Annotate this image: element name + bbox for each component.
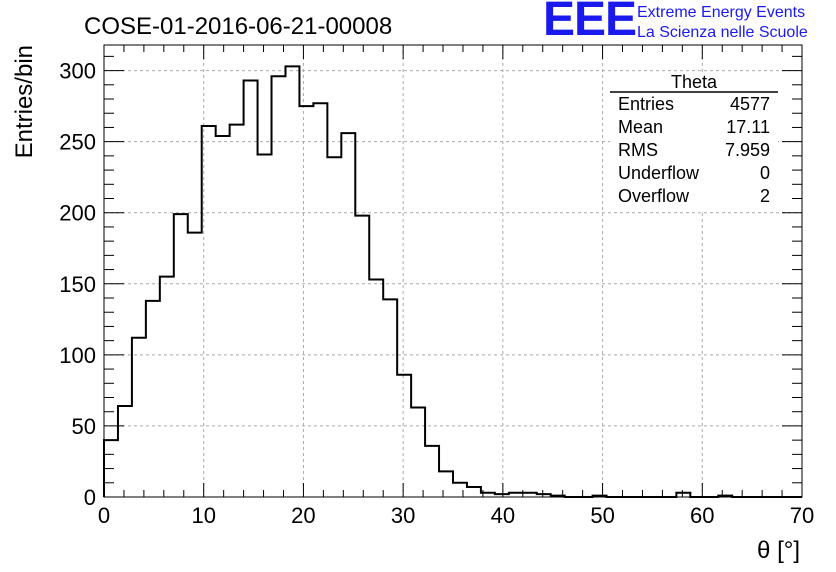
stats-row-value: 4577	[730, 94, 770, 114]
y-tick-label: 300	[59, 59, 96, 84]
grid-lines	[104, 45, 802, 497]
stats-row-label: Overflow	[618, 186, 690, 206]
x-tick-label: 40	[491, 503, 515, 528]
y-tick-labels: 0 50 100 150 200 250 300	[59, 59, 96, 510]
y-tick-label: 250	[59, 130, 96, 155]
stats-row-label: Underflow	[618, 163, 700, 183]
y-tick-label: 50	[72, 414, 96, 439]
stats-box-title: Theta	[671, 72, 718, 92]
logo-line-1: Extreme Energy Events	[637, 4, 806, 21]
x-tick-labels: 0 10 20 30 40 50 60 70	[98, 503, 814, 528]
chart-title: COSE-01-2016-06-21-00008	[84, 13, 392, 40]
y-tick-label: 200	[59, 201, 96, 226]
x-tick-label: 0	[98, 503, 110, 528]
plot-frame	[103, 44, 803, 498]
x-tick-label: 60	[690, 503, 714, 528]
logo-line-2: La Scienza nelle Scuole	[637, 24, 808, 41]
logo-mark: EEE	[543, 0, 637, 46]
stats-row-label: RMS	[618, 140, 658, 160]
axis-ticks	[103, 45, 803, 498]
stats-row-value: 2	[760, 186, 770, 206]
y-tick-label: 0	[84, 485, 96, 510]
stats-row-label: Mean	[618, 117, 663, 137]
x-tick-label: 50	[590, 503, 614, 528]
stats-row-value: 7.959	[725, 140, 770, 160]
x-tick-label: 70	[790, 503, 814, 528]
stats-box-rows: Entries 4577 Mean 17.11 RMS 7.959 Underflow 0 Ov…	[618, 94, 770, 206]
stats-row-label: Entries	[618, 94, 674, 114]
y-tick-label: 150	[59, 272, 96, 297]
y-tick-label: 100	[59, 343, 96, 368]
x-tick-label: 30	[391, 503, 415, 528]
stats-box: Theta Entries 4577 Mean 17.11 RMS 7.959 Underf…	[610, 72, 778, 212]
x-axis-label: θ [°]	[757, 537, 800, 564]
stats-row-value: 0	[760, 163, 770, 183]
stats-box-background	[610, 72, 778, 212]
y-axis-label: Entries/bin	[11, 45, 38, 158]
x-tick-label: 20	[291, 503, 315, 528]
stats-row-value: 17.11	[726, 117, 770, 137]
x-tick-label: 10	[191, 503, 215, 528]
